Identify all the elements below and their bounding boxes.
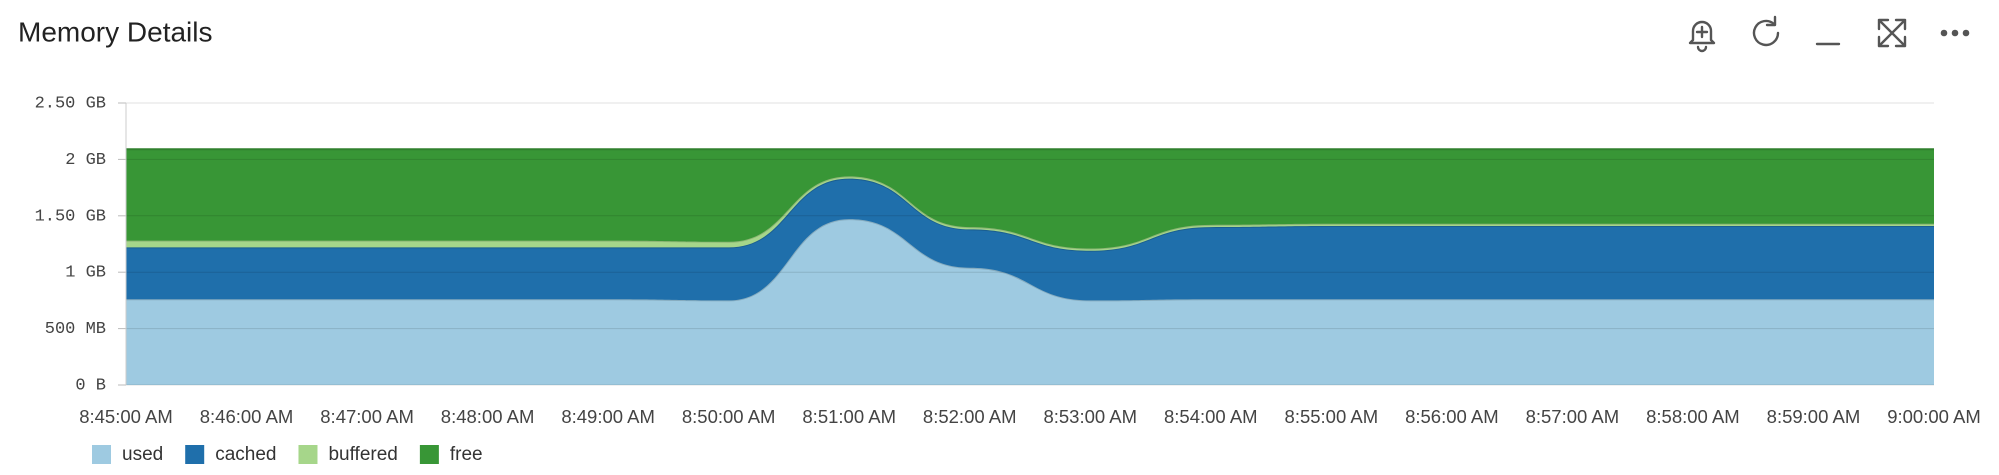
x-tick-label: 8:55:00 AM	[1285, 406, 1379, 427]
alert-button[interactable]	[1688, 20, 1716, 53]
legend-label: buffered	[328, 444, 397, 465]
x-tick-label: 8:57:00 AM	[1526, 406, 1620, 427]
legend-label: used	[122, 444, 163, 465]
legend-label: free	[450, 444, 483, 465]
x-tick-label: 8:58:00 AM	[1646, 406, 1740, 427]
panel-title: Memory Details	[18, 16, 212, 47]
x-tick-label: 8:53:00 AM	[1043, 406, 1137, 427]
x-tick-label: 9:00:00 AM	[1887, 406, 1981, 427]
x-tick-label: 8:51:00 AM	[802, 406, 896, 427]
legend-label: cached	[215, 444, 276, 465]
legend-swatch	[298, 445, 318, 464]
y-tick-label: 1.50 GB	[35, 207, 106, 226]
y-tick-label: 2.50 GB	[35, 94, 106, 113]
x-tick-label: 8:54:00 AM	[1164, 406, 1258, 427]
area-used	[126, 219, 1934, 385]
y-tick-label: 0 B	[75, 376, 106, 395]
x-tick-label: 8:48:00 AM	[441, 406, 535, 427]
y-tick-label: 500 MB	[45, 320, 106, 339]
legend-swatch	[92, 445, 111, 464]
y-tick-label: 1 GB	[65, 264, 106, 283]
legend-swatch	[185, 445, 205, 464]
areas	[125, 148, 1934, 385]
area-free	[126, 149, 1934, 249]
x-tick-label: 8:59:00 AM	[1767, 406, 1861, 427]
x-tick-label: 8:47:00 AM	[320, 406, 414, 427]
x-tick-label: 8:49:00 AM	[561, 406, 655, 427]
x-tick-label: 8:46:00 AM	[200, 406, 294, 427]
more-button[interactable]	[1940, 29, 1970, 37]
grid	[126, 102, 1934, 386]
area-buffered	[126, 176, 1934, 251]
x-tick-label: 8:45:00 AM	[79, 406, 173, 427]
expand-button[interactable]	[1877, 18, 1907, 48]
x-tick-label: 8:50:00 AM	[682, 406, 776, 427]
x-tick-label: 8:52:00 AM	[923, 406, 1017, 427]
y-tick-label: 2 GB	[65, 151, 106, 170]
legend-swatch	[419, 445, 439, 464]
x-tick-label: 8:56:00 AM	[1405, 406, 1499, 427]
area-cached	[126, 178, 1934, 301]
refresh-button[interactable]	[1752, 15, 1780, 47]
